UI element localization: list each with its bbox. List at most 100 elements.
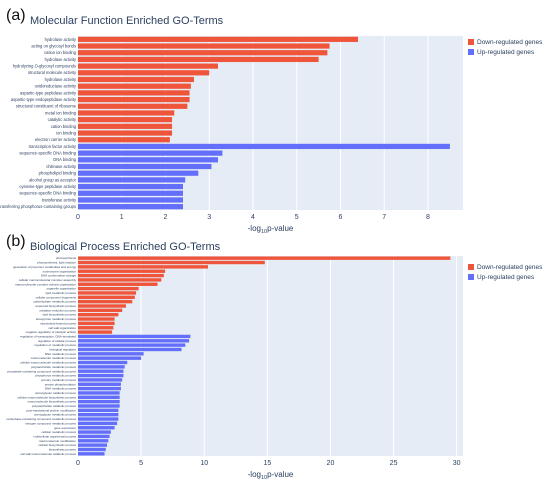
bar — [78, 273, 164, 278]
bar — [78, 395, 120, 399]
y-tick-label: tetrapyrrole metabolic process — [36, 317, 77, 321]
bar — [78, 170, 199, 176]
bar — [78, 150, 223, 156]
x-tick-label: 3 — [207, 214, 211, 221]
bar — [78, 452, 105, 456]
bar — [78, 443, 108, 447]
legend-entry: Down-regulated genes — [477, 264, 543, 271]
legend-entry: Up-regulated genes — [477, 274, 535, 281]
bar — [78, 347, 182, 352]
bar — [78, 378, 123, 382]
bar — [78, 177, 186, 183]
y-tick-label: photosynthesis — [56, 256, 77, 260]
y-tick-label: catalytic activity — [48, 117, 77, 122]
bar — [78, 110, 175, 116]
plot-area — [78, 256, 463, 456]
y-tick-label: protein phosphorylation — [45, 382, 77, 386]
y-tick-label: organelle organization — [46, 287, 76, 291]
x-tick-label: 0 — [76, 214, 80, 221]
y-tick-label: hydrolase activity — [45, 77, 77, 82]
bar — [78, 430, 111, 434]
y-tick-label: RNA metabolic process — [45, 352, 77, 356]
y-tick-label: generation of precursor metabolites and … — [13, 265, 77, 269]
x-axis-label: -log10p-value — [248, 224, 294, 235]
y-tick-label: hydrolyzing O-glycosyl compounds — [13, 64, 76, 69]
bar — [78, 282, 158, 286]
bar — [78, 326, 114, 330]
y-tick-label: macromolecular complex subunit organizat… — [15, 282, 76, 286]
y-tick-label: cation ion binding — [44, 50, 77, 55]
y-tick-label: cellular component biogenesis — [36, 295, 77, 299]
bar — [78, 265, 209, 269]
y-tick-label: oxidoreductase activity — [35, 84, 77, 89]
bar — [78, 278, 162, 282]
y-tick-label: cellular macromolecular complex assembly — [19, 278, 77, 282]
bar — [78, 197, 183, 203]
x-tick-label: 0 — [76, 460, 80, 467]
x-tick-label: 20 — [327, 460, 335, 467]
y-tick-label: sequence-specific DNA binding — [19, 191, 76, 196]
bar — [78, 36, 358, 42]
legend-swatch — [468, 264, 474, 270]
y-tick-label: alcohol group as acceptor — [29, 177, 77, 182]
bar — [78, 103, 188, 109]
y-tick-label: polysaccharide catabolic process — [32, 404, 77, 408]
bar — [78, 269, 166, 273]
x-tick-label: 30 — [453, 460, 461, 467]
bar — [78, 334, 191, 339]
x-tick-label: 5 — [139, 460, 143, 467]
y-tick-label: cysteine-type peptidase activity — [19, 184, 77, 189]
y-tick-label: polysaccharide metabolic process — [31, 365, 77, 369]
y-tick-label: nitrogen compound metabolic process — [25, 421, 76, 425]
y-tick-label: acting on glycosyl bonds — [31, 43, 76, 48]
bar — [78, 286, 139, 291]
bar — [78, 295, 135, 299]
bar — [78, 360, 128, 365]
x-tick-label: 10 — [200, 460, 208, 467]
bar — [78, 421, 118, 426]
bar — [78, 417, 119, 421]
bar — [78, 382, 121, 386]
y-tick-label: negative regulation of catalytic activit… — [26, 330, 77, 334]
bar — [78, 308, 123, 313]
bar — [78, 143, 450, 150]
bar — [78, 399, 120, 404]
y-tick-label: structural molecule activity — [28, 70, 77, 75]
y-tick-label: DNA conformation change — [41, 274, 76, 278]
bar — [78, 117, 173, 123]
bar — [78, 365, 125, 369]
bar — [78, 50, 328, 56]
y-tick-label: aspartic-type peptidase activity — [20, 90, 77, 95]
y-tick-label: multicellular organismal process — [33, 434, 76, 438]
y-tick-label: cellular macromolecule biosynthetic proc… — [17, 395, 76, 399]
bar — [78, 413, 119, 417]
panel-label: (a) — [6, 7, 26, 24]
x-tick-label: 7 — [382, 214, 386, 221]
bar — [78, 391, 120, 395]
y-tick-label: hydrolase activity — [45, 57, 77, 62]
chart-panel-b: (b) Biological Process Enriched GO-Terms 0… — [6, 233, 543, 481]
y-tick-label: aminoglycan metabolic process — [34, 413, 76, 417]
bar — [78, 330, 113, 334]
y-tick-label: carbohydrate metabolic process — [33, 300, 76, 304]
bar — [78, 204, 183, 210]
bar — [78, 43, 330, 49]
bar — [78, 426, 115, 430]
chart-panel-a: (a) Molecular Function Enriched GO-Terms 0… — [0, 7, 543, 235]
y-tick-label: biological regulation — [49, 348, 76, 352]
y-tick-label: oxidation-reduction process — [39, 308, 76, 312]
bar — [78, 369, 124, 373]
plot-area — [78, 36, 463, 210]
bar — [78, 434, 110, 439]
y-tick-label: macromolecule modification — [39, 439, 77, 443]
bar — [78, 408, 119, 413]
bar — [78, 317, 115, 321]
y-tick-label: transferase activity — [42, 197, 77, 202]
y-tick-label: primary metabolic process — [41, 378, 77, 382]
y-tick-label: cellular metabolic process — [41, 430, 76, 434]
bar — [78, 386, 121, 391]
panel-label: (b) — [6, 233, 26, 250]
bar — [78, 56, 319, 63]
bar — [78, 352, 144, 356]
